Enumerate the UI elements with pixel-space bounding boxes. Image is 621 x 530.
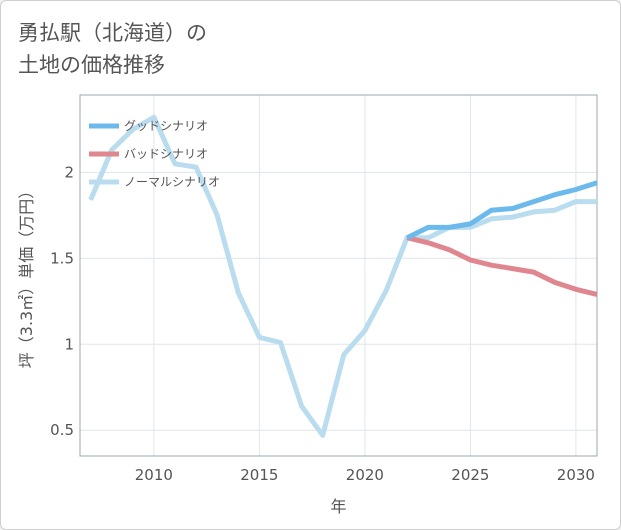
x-tick-label: 2020 bbox=[346, 466, 384, 484]
legend-label: バッドシナリオ bbox=[124, 147, 208, 161]
series-line-bad bbox=[406, 235, 598, 297]
y-tick-label: 1 bbox=[64, 335, 74, 353]
tick-labels: 2010 2015 2020 2025 2030 0.5 1 1.5 2 bbox=[50, 163, 595, 484]
axes bbox=[79, 94, 598, 457]
y-tick-label: 0.5 bbox=[50, 421, 74, 439]
x-tick-label: 2010 bbox=[135, 466, 173, 484]
legend-item[interactable]: ノーマルシナリオ bbox=[89, 175, 220, 189]
series-line-good bbox=[406, 180, 598, 240]
chart-title-line-2: 土地の価格推移 bbox=[18, 53, 165, 77]
plot-frame bbox=[79, 94, 598, 457]
chart-title-line-1: 勇払駅（北海道）の bbox=[18, 21, 207, 45]
y-tick-label: 1.5 bbox=[50, 249, 74, 267]
y-axis-title: 坪（3.3㎡）単価（万円） bbox=[17, 183, 36, 368]
series-line-normal bbox=[88, 114, 597, 438]
x-axis-title: 年 bbox=[330, 497, 346, 516]
x-tick-label: 2015 bbox=[240, 466, 278, 484]
series-lines bbox=[88, 114, 598, 438]
legend-label: グッドシナリオ bbox=[124, 119, 208, 133]
legend-item[interactable]: バッドシナリオ bbox=[89, 147, 208, 161]
legend-label: ノーマルシナリオ bbox=[124, 175, 220, 189]
legend-item[interactable]: グッドシナリオ bbox=[89, 119, 208, 133]
x-tick-label: 2025 bbox=[451, 466, 489, 484]
chart-title: 勇払駅（北海道）の 土地の価格推移 bbox=[18, 17, 207, 81]
grid-lines bbox=[80, 95, 597, 456]
x-tick-label: 2030 bbox=[557, 466, 595, 484]
y-tick-label: 2 bbox=[64, 163, 74, 181]
